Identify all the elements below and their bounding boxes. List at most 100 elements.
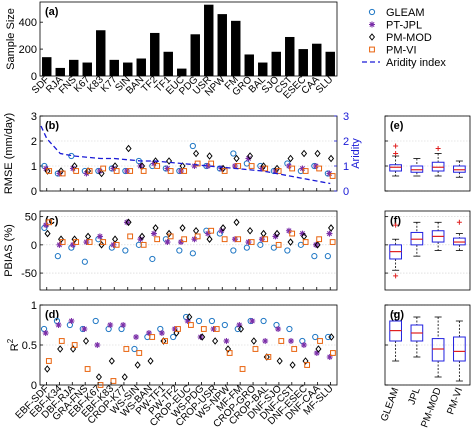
point-gleam xyxy=(286,325,293,333)
panel-f-frame xyxy=(384,210,471,291)
point-pt-jpl xyxy=(69,241,76,248)
point-gleam xyxy=(195,317,203,325)
point-pm-mod xyxy=(274,229,281,238)
y-tick-label: 0 xyxy=(31,240,37,252)
point-pt-jpl xyxy=(96,168,103,174)
point-gleam xyxy=(260,317,267,325)
point-pt-jpl xyxy=(137,163,144,169)
panel-e-frame xyxy=(384,115,471,192)
point-pm-mod xyxy=(44,365,51,373)
point-pt-jpl xyxy=(275,326,282,332)
point-pt-jpl xyxy=(299,230,306,237)
bar-K67 xyxy=(82,62,92,76)
point-pm-mod xyxy=(314,241,321,249)
panel-a-label: (a) xyxy=(45,6,59,18)
point-pm-vi xyxy=(291,346,298,352)
point-pm-vi xyxy=(194,233,201,240)
point-pm-vi xyxy=(239,366,246,372)
point-pm-vi xyxy=(113,168,120,174)
point-pt-jpl xyxy=(123,168,130,174)
point-pm-mod xyxy=(44,167,51,175)
point-pm-mod xyxy=(152,224,159,232)
point-pm-mod xyxy=(289,361,296,369)
point-pm-mod xyxy=(206,235,213,244)
point-pm-mod xyxy=(287,238,294,246)
point-pm-vi xyxy=(275,168,282,174)
bar-BAN xyxy=(136,58,146,76)
point-gleam xyxy=(270,244,277,251)
point-gleam xyxy=(221,321,228,329)
point-pt-jpl xyxy=(312,241,319,248)
point-pm-mod xyxy=(95,373,102,381)
point-gleam xyxy=(312,333,319,341)
box-category-label: PM-MOD xyxy=(419,386,444,429)
legend-swatch-pm-vi xyxy=(369,46,375,53)
box-jpl xyxy=(410,165,424,173)
panel-e-label: (e) xyxy=(390,120,404,132)
point-pt-jpl xyxy=(218,165,225,172)
point-pm-vi xyxy=(316,165,323,172)
point-pm-vi xyxy=(140,241,147,248)
point-pm-vi xyxy=(226,350,233,356)
legend-entry-label: GLEAM xyxy=(386,7,425,19)
point-pm-vi xyxy=(304,362,311,368)
box-category-label: GLEAM xyxy=(379,386,401,423)
box-pm-vi-outlier xyxy=(456,219,462,225)
point-pm-mod xyxy=(98,241,105,249)
point-pm-vi xyxy=(235,236,242,243)
bar-SLU xyxy=(325,51,335,76)
point-pm-vi xyxy=(162,338,168,344)
point-pm-vi xyxy=(188,322,194,328)
point-pt-jpl xyxy=(300,342,307,348)
point-pm-mod xyxy=(166,157,173,165)
point-pt-jpl xyxy=(83,239,90,246)
y-tick-label: 0 xyxy=(31,71,37,83)
point-pm-vi xyxy=(58,338,65,344)
point-gleam xyxy=(243,160,250,167)
point-pt-jpl xyxy=(42,165,49,172)
point-pm-vi xyxy=(154,236,161,243)
y-tick-label: 50 xyxy=(25,212,37,224)
point-pm-vi xyxy=(278,338,285,344)
y-tick-label: 0.5 xyxy=(22,340,37,352)
point-pm-mod xyxy=(193,149,200,158)
box-category-label: PM-VI xyxy=(445,386,465,416)
point-pt-jpl xyxy=(107,322,114,328)
point-pm-mod xyxy=(314,149,321,158)
point-gleam xyxy=(257,241,264,248)
y-tick-label: 400 xyxy=(19,17,37,29)
point-pt-jpl xyxy=(150,160,157,167)
point-pm-vi xyxy=(127,168,134,174)
point-pm-mod xyxy=(212,337,219,345)
point-pm-mod xyxy=(44,229,51,238)
point-pm-vi xyxy=(329,173,336,179)
point-pm-mod xyxy=(186,313,193,321)
point-pm-mod xyxy=(263,353,270,361)
point-gleam xyxy=(324,253,331,260)
point-pm-vi xyxy=(149,334,156,340)
point-pm-vi xyxy=(140,168,147,174)
legend-entry-label: Aridity index xyxy=(386,57,446,69)
y-tick-label: 2 xyxy=(31,136,37,148)
point-pm-vi xyxy=(265,354,272,360)
legend-entry-label: PM-MOD xyxy=(386,32,432,44)
bar-USR xyxy=(204,4,214,76)
point-pm-vi xyxy=(252,346,259,352)
point-pm-vi xyxy=(221,236,228,243)
bar-PDG xyxy=(190,34,200,76)
point-gleam xyxy=(325,333,332,341)
point-pt-jpl xyxy=(158,330,165,336)
point-pm-mod xyxy=(58,167,65,175)
point-pm-vi xyxy=(289,165,296,172)
point-pm-vi xyxy=(200,326,207,332)
point-pt-jpl xyxy=(83,170,90,177)
point-pm-mod xyxy=(287,154,294,163)
y-tick-label: 200 xyxy=(19,44,37,56)
box-pm-vi xyxy=(453,165,466,173)
point-gleam xyxy=(176,247,183,254)
y-right-tick-label: 1 xyxy=(343,161,349,173)
point-pt-jpl xyxy=(326,230,333,237)
point-pm-mod xyxy=(166,229,173,238)
point-pt-jpl xyxy=(56,241,63,248)
